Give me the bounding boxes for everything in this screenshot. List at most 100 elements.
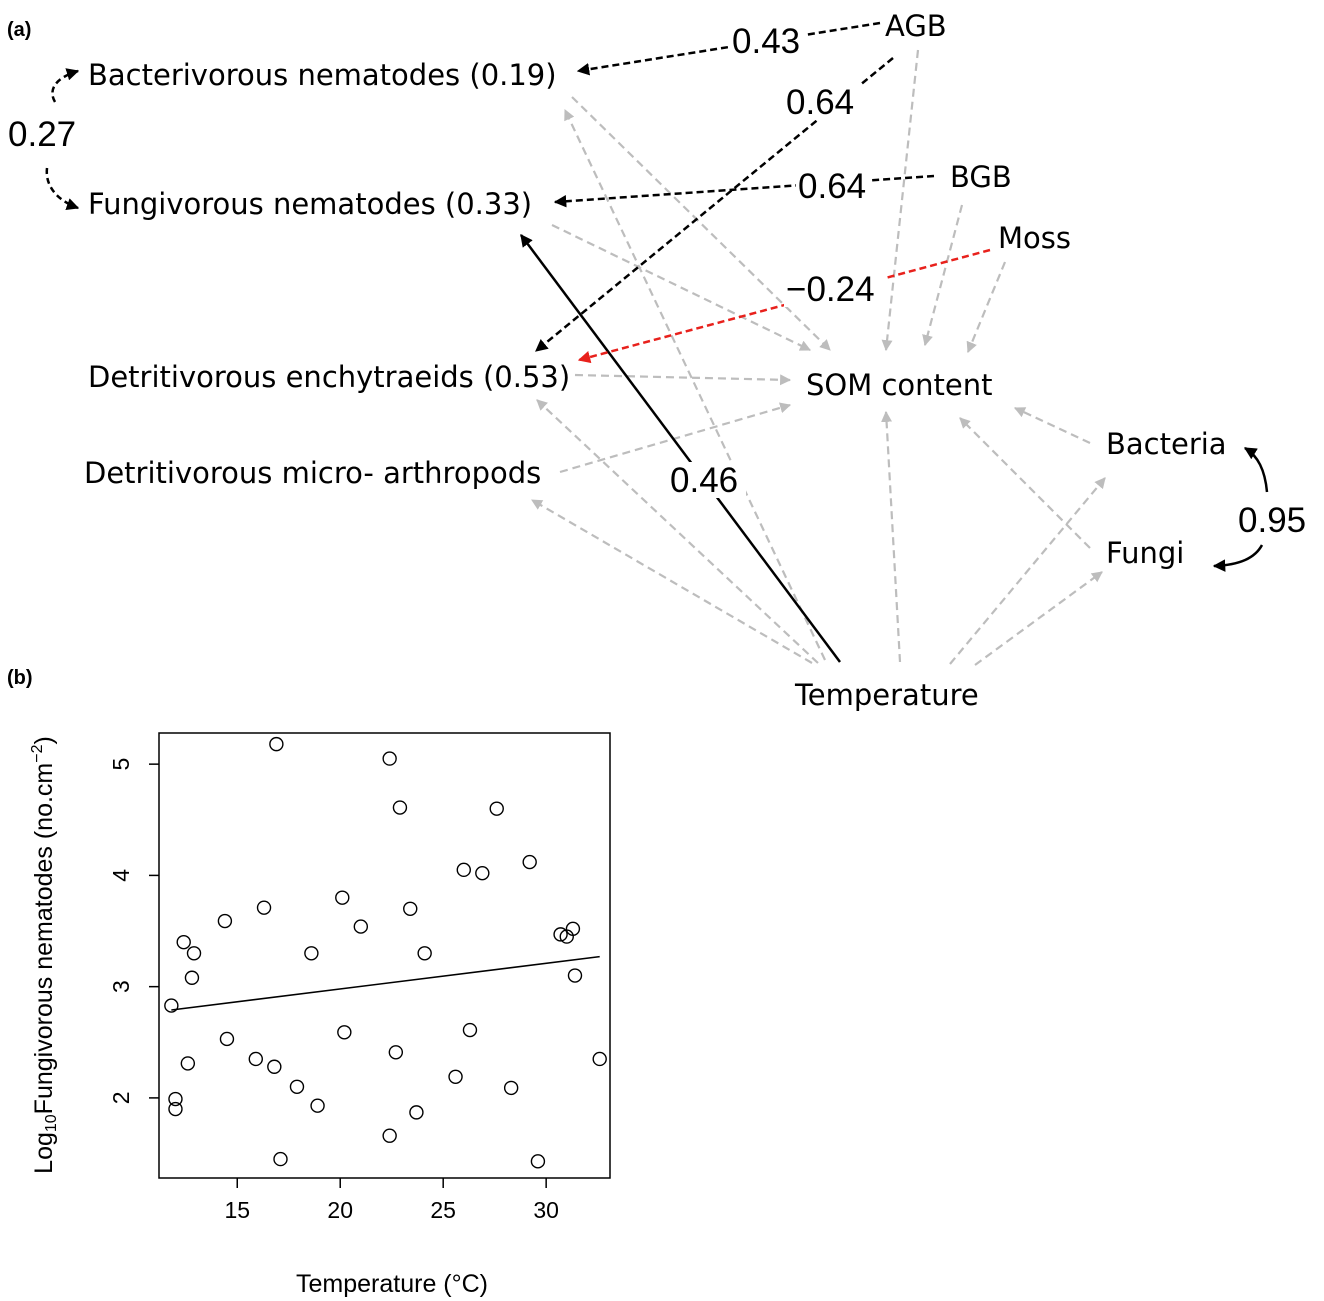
panel-a-label: (a) — [7, 19, 31, 41]
panel-a-path-diagram: 0.43 0.64 0.64 −0.24 0.46 0.27 0.95 (a) … — [7, 9, 1306, 712]
path-agb-to-bacterivorous — [576, 21, 881, 76]
path-temperature-to-bacterivorous — [564, 109, 826, 661]
node-bacteria: Bacteria — [1106, 427, 1227, 461]
coef-bacteria-fungi: 0.95 — [1238, 501, 1306, 540]
y-axis-ticks: 2 3 4 5 — [108, 758, 159, 1105]
x-axis-ticks: 15 20 25 30 — [224, 1178, 559, 1223]
node-temperature: Temperature — [794, 678, 979, 712]
data-point — [304, 946, 319, 961]
data-point — [462, 1022, 478, 1038]
data-point — [553, 927, 568, 942]
x-tick-label: 20 — [327, 1197, 353, 1223]
data-point — [248, 1051, 263, 1067]
data-point — [269, 736, 284, 752]
path-bacterivorous-fungivorous-covariance — [51, 68, 80, 103]
data-point — [164, 998, 179, 1013]
node-detritivorous-enchytraeids: Detritivorous enchytraeids (0.53) — [88, 360, 570, 394]
data-point — [176, 934, 191, 950]
path-bgb-to-som — [922, 204, 964, 347]
path-microarthropods-to-som — [559, 402, 792, 474]
data-point — [289, 1079, 305, 1094]
plot-frame — [158, 732, 611, 1179]
data-point — [392, 800, 408, 815]
path-agb-to-som — [881, 49, 920, 352]
path-temperature-to-fungi — [974, 571, 1103, 666]
data-point — [489, 801, 504, 816]
path-temperature-to-som — [881, 410, 902, 663]
path-bacterivorous-to-som — [571, 96, 831, 351]
y-axis-title: Log10Fungivorous nematodes (no.cm−2) — [29, 736, 60, 1174]
path-fungi-to-som — [959, 417, 1091, 549]
node-moss: Moss — [998, 221, 1071, 255]
data-point — [310, 1098, 325, 1113]
x-tick-label: 30 — [533, 1197, 559, 1223]
data-point — [267, 1059, 282, 1074]
y-tick-label: 4 — [108, 869, 134, 882]
path-enchytraeids-to-som — [574, 373, 792, 386]
data-point — [503, 1080, 519, 1096]
y-tick-label: 3 — [108, 980, 134, 993]
data-point — [388, 1045, 404, 1060]
significant-paths — [45, 21, 1269, 663]
node-labels: (a) Bacterivorous nematodes (0.19) Fungi… — [7, 9, 1227, 712]
coefficient-labels: 0.43 0.64 0.64 −0.24 0.46 0.27 0.95 — [8, 22, 1306, 540]
path-bgb-to-fungivorous — [553, 174, 935, 208]
node-fungi: Fungi — [1106, 536, 1184, 570]
data-point — [180, 1056, 196, 1071]
data-point — [382, 751, 397, 766]
data-point — [337, 1025, 352, 1040]
node-fungivorous-nematodes: Fungivorous nematodes (0.33) — [88, 187, 532, 221]
data-point — [382, 1128, 397, 1143]
data-point — [409, 1105, 424, 1120]
regression-line — [171, 955, 600, 1011]
node-agb: AGB — [885, 9, 947, 43]
data-point — [403, 901, 418, 916]
coef-moss-enchytraeids: −0.24 — [786, 270, 875, 309]
coef-agb-enchytraeids: 0.64 — [786, 83, 854, 122]
y-tick-label: 5 — [108, 758, 134, 771]
node-bacterivorous-nematodes: Bacterivorous nematodes (0.19) — [88, 58, 557, 92]
x-tick-label: 15 — [224, 1197, 250, 1223]
node-som-content: SOM content — [806, 368, 993, 402]
data-point — [273, 1151, 288, 1167]
y-tick-label: 2 — [108, 1092, 134, 1105]
nonsignificant-paths — [531, 49, 1106, 666]
coef-bacterivorous-fungivorous: 0.27 — [8, 115, 76, 154]
data-point — [217, 913, 233, 929]
path-bacteria-fungi-covariance-lower — [1212, 544, 1264, 572]
path-temperature-to-enchytraeids — [536, 399, 819, 664]
x-axis-title: Temperature (°C) — [296, 1270, 488, 1298]
data-point — [530, 1154, 546, 1169]
scatter-points — [164, 736, 607, 1169]
data-point — [565, 921, 581, 936]
data-point — [475, 865, 490, 881]
path-bacterivorous-fungivorous-covariance-lower — [45, 167, 80, 211]
coef-bgb-fungivorous: 0.64 — [798, 167, 866, 206]
node-detritivorous-microarthropods: Detritivorous micro- arthropods — [84, 456, 541, 490]
data-point — [567, 968, 583, 983]
node-bgb: BGB — [950, 160, 1012, 194]
data-point — [219, 1031, 235, 1047]
data-point — [448, 1069, 463, 1084]
data-point — [522, 854, 537, 870]
data-point — [353, 919, 369, 934]
panel-b-scatter-plot: (b) 15 20 25 30 2 3 4 5 Temperature (°C) Log10… — [7, 667, 611, 1298]
path-bacteria-fungi-covariance — [1243, 446, 1269, 493]
data-point — [168, 1091, 183, 1107]
path-moss-to-som — [966, 261, 1007, 354]
path-temperature-to-fungivorous — [519, 233, 842, 663]
path-bacteria-to-som — [1014, 407, 1091, 444]
x-tick-label: 25 — [430, 1197, 456, 1223]
data-point — [186, 946, 202, 961]
coef-agb-bacterivorous: 0.43 — [732, 22, 800, 61]
data-point — [168, 1101, 183, 1117]
data-point — [456, 862, 471, 878]
coef-temperature-fungivorous: 0.46 — [670, 461, 738, 500]
path-temperature-to-microarthropods — [531, 499, 813, 664]
data-point — [184, 970, 200, 985]
path-fungivorous-to-som — [551, 224, 811, 351]
data-point — [592, 1051, 607, 1067]
data-point — [335, 890, 350, 905]
data-point — [256, 900, 272, 915]
